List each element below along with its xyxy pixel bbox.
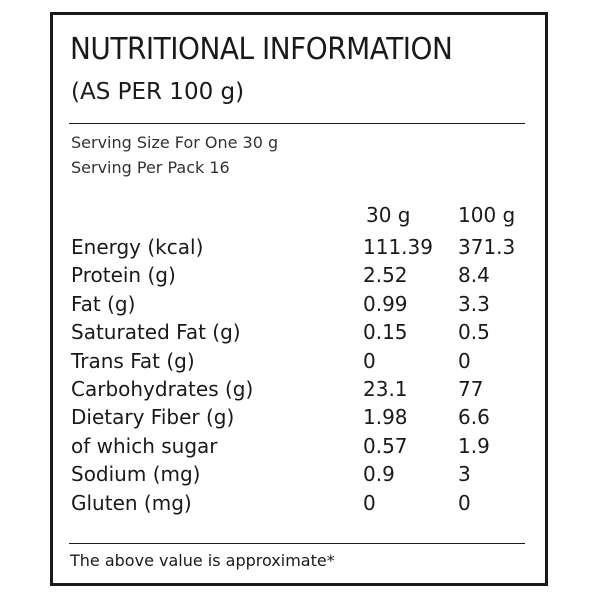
nutrient-name: Dietary Fiber (g) [71,405,235,430]
value-100g: 0.5 [458,320,490,345]
divider-bottom [69,543,525,544]
label-title: NUTRITIONAL INFORMATION [70,32,453,67]
nutrient-name: Saturated Fat (g) [71,320,241,345]
nutrient-name: Fat (g) [71,291,136,316]
value-30g: 111.39 [363,235,433,259]
nutrient-name: Energy (kcal) [71,235,204,259]
value-30g: 0.15 [363,320,408,345]
nutrient-row: Trans Fat (g) 0 0 [0,347,600,375]
nutrient-row: Protein (g) 2.52 8.4 [0,261,600,289]
nutrient-row: Saturated Fat (g) 0.15 0.5 [0,318,600,346]
value-100g: 8.4 [458,263,490,288]
nutrient-row: Dietary Fiber (g) 1.98 6.6 [0,403,600,431]
value-100g: 6.6 [458,405,490,430]
nutrient-name: Carbohydrates (g) [71,376,254,401]
value-100g: 0 [458,348,471,373]
value-30g: 2.52 [363,263,408,288]
value-100g: 371.3 [458,235,516,259]
nutrient-name: Trans Fat (g) [71,348,195,373]
serving-per-pack: Serving Per Pack 16 [71,158,230,177]
footnote: The above value is approximate* [70,551,335,570]
value-30g: 0.57 [363,433,408,458]
nutrient-name: Sodium (mg) [71,462,201,487]
value-100g: 77 [458,376,484,401]
nutrient-name: Gluten (mg) [71,490,192,515]
nutrient-name: Protein (g) [71,263,176,288]
nutrient-row: of which sugar 0.57 1.9 [0,432,600,460]
value-30g: 1.98 [363,405,408,430]
nutrient-table: Energy (kcal) 111.39 371.3 Protein (g) 2… [0,233,600,517]
value-100g: 3 [458,462,471,487]
value-30g: 0.99 [363,291,408,316]
nutrient-row: Carbohydrates (g) 23.1 77 [0,375,600,403]
nutrient-row: Fat (g) 0.99 3.3 [0,290,600,318]
column-header-30g: 30 g [366,203,411,227]
nutrient-row: Sodium (mg) 0.9 3 [0,460,600,488]
column-header-100g: 100 g [458,203,516,227]
value-30g: 0 [363,348,376,373]
nutrition-label-frame [50,12,548,586]
value-100g: 0 [458,490,471,515]
nutrient-row: Gluten (mg) 0 0 [0,489,600,517]
nutrient-row: Energy (kcal) 111.39 371.3 [0,233,600,261]
nutrient-name: of which sugar [71,433,218,458]
value-30g: 0 [363,490,376,515]
value-30g: 23.1 [363,376,408,401]
value-30g: 0.9 [363,462,395,487]
label-subtitle: (AS PER 100 g) [71,79,245,105]
value-100g: 1.9 [458,433,490,458]
value-100g: 3.3 [458,291,490,316]
divider-top [69,123,525,124]
serving-size: Serving Size For One 30 g [71,133,279,152]
